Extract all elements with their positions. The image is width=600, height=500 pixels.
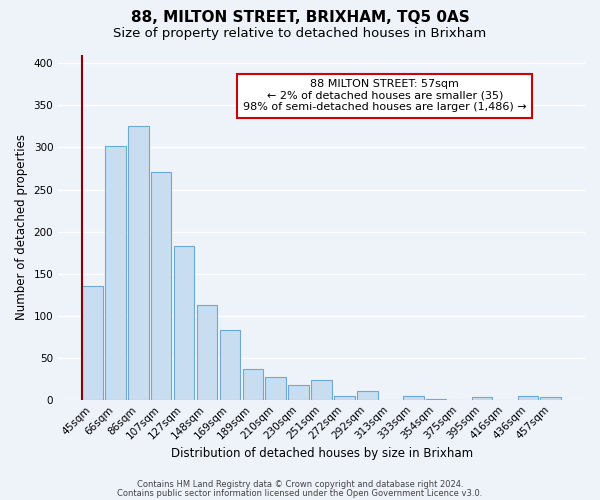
Bar <box>197 304 217 400</box>
Text: Contains public sector information licensed under the Open Government Licence v3: Contains public sector information licen… <box>118 488 482 498</box>
Bar <box>82 286 103 400</box>
Text: Contains HM Land Registry data © Crown copyright and database right 2024.: Contains HM Land Registry data © Crown c… <box>137 480 463 489</box>
Bar <box>151 172 172 400</box>
Bar <box>289 386 309 400</box>
Bar <box>357 392 378 400</box>
Text: 88 MILTON STREET: 57sqm
← 2% of detached houses are smaller (35)
98% of semi-det: 88 MILTON STREET: 57sqm ← 2% of detached… <box>243 79 527 112</box>
Bar <box>174 246 194 400</box>
Bar <box>472 397 493 400</box>
Bar <box>426 399 446 400</box>
Text: 88, MILTON STREET, BRIXHAM, TQ5 0AS: 88, MILTON STREET, BRIXHAM, TQ5 0AS <box>131 10 469 25</box>
Bar <box>242 368 263 400</box>
Text: Size of property relative to detached houses in Brixham: Size of property relative to detached ho… <box>113 28 487 40</box>
Bar <box>128 126 149 400</box>
Bar <box>403 396 424 400</box>
Bar <box>220 330 240 400</box>
Bar <box>105 146 125 400</box>
Bar <box>518 396 538 400</box>
Bar <box>265 377 286 400</box>
Bar <box>541 397 561 400</box>
X-axis label: Distribution of detached houses by size in Brixham: Distribution of detached houses by size … <box>170 447 473 460</box>
Y-axis label: Number of detached properties: Number of detached properties <box>15 134 28 320</box>
Bar <box>311 380 332 400</box>
Bar <box>334 396 355 400</box>
